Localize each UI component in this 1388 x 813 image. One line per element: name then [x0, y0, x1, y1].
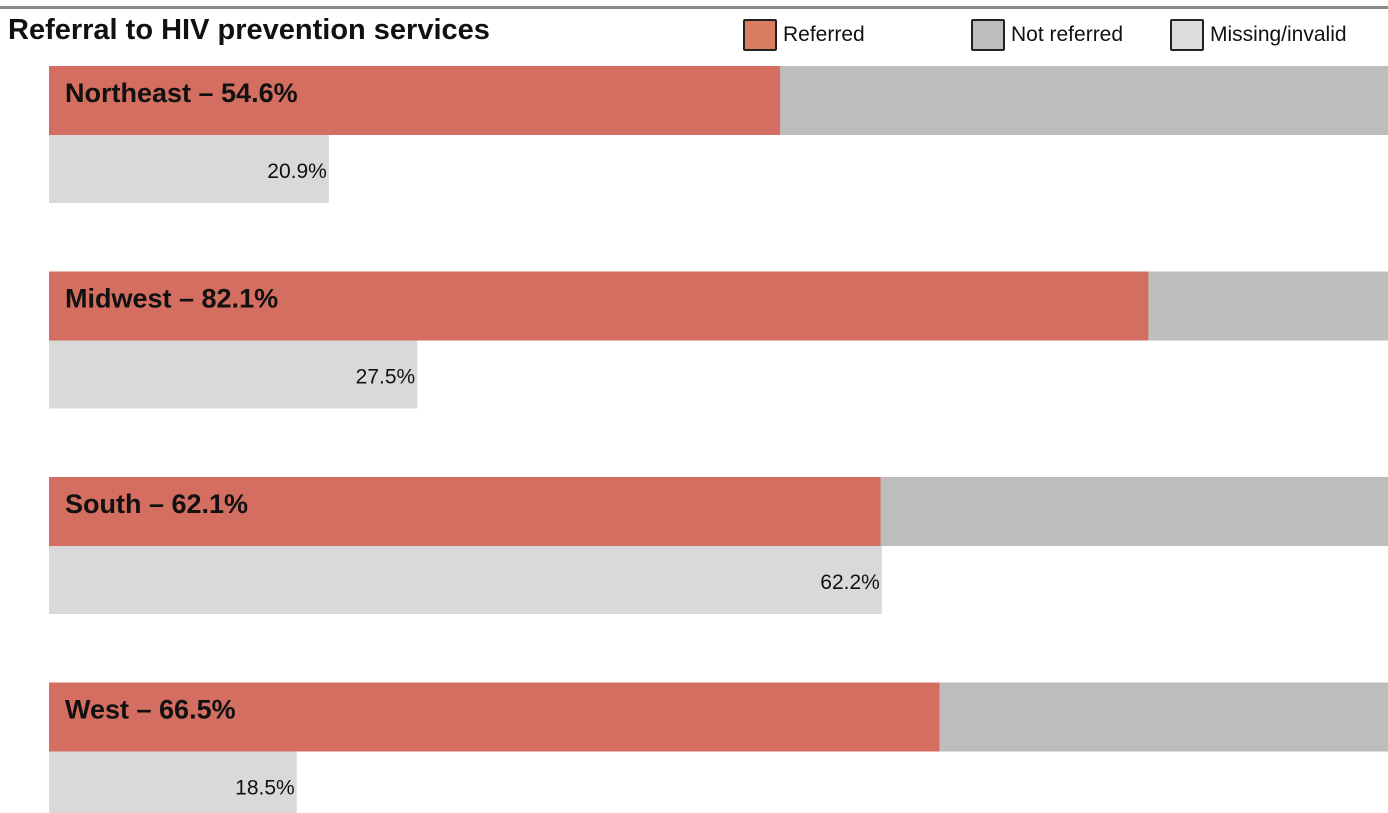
legend-item-missing: Missing/invalid: [1170, 18, 1347, 52]
chart-title: Referral to HIV prevention services: [8, 14, 490, 46]
region-label-south: South – 62.1%: [65, 489, 248, 519]
legend-label-not-referred: Not referred: [1011, 23, 1124, 46]
bar-missing-south: [49, 546, 882, 614]
region-label-northeast: Northeast – 54.6%: [65, 78, 298, 108]
region-label-west: West – 66.5%: [65, 695, 236, 725]
missing-label-northeast: 20.9%: [267, 160, 327, 183]
missing-label-midwest: 27.5%: [356, 366, 416, 389]
bar-missing-northeast: [49, 135, 329, 203]
legend-label-referred: Referred: [783, 23, 865, 46]
top-rule: [0, 6, 1388, 9]
bar-referred-midwest: [49, 271, 1149, 341]
bar-referred-northeast: [49, 66, 781, 135]
legend-label-missing: Missing/invalid: [1210, 23, 1347, 46]
legend-swatch-missing: [1170, 19, 1204, 51]
missing-label-west: 18.5%: [235, 777, 295, 800]
legend-swatch-referred: [743, 19, 777, 51]
bar-missing-midwest: [49, 340, 418, 409]
legend-item-referred: Referred: [743, 18, 865, 52]
legend-item-not-referred: Not referred: [971, 18, 1123, 52]
bar-missing-west: [49, 751, 297, 813]
bar-referred-south: [49, 477, 881, 546]
legend-swatch-not-referred: [971, 19, 1005, 51]
region-label-midwest: Midwest – 82.1%: [65, 284, 278, 314]
bar-referred-west: [49, 682, 940, 752]
missing-label-south: 62.2%: [820, 571, 880, 594]
